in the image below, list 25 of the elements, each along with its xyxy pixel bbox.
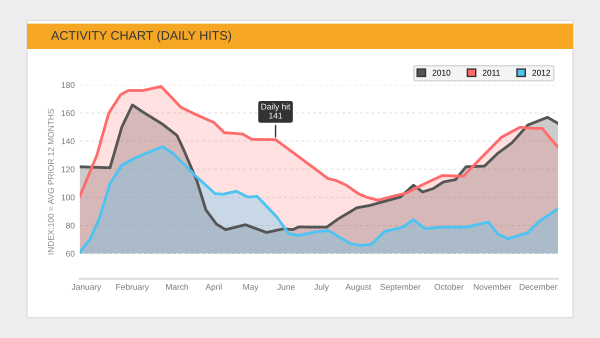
- x-tick-label: September: [380, 284, 421, 292]
- chart-title: ACTIVITY CHART (DAILY HITS): [51, 30, 232, 42]
- y-tick-label: 120: [62, 166, 75, 172]
- x-tick-label: February: [116, 284, 150, 292]
- x-tick-label: January: [72, 284, 102, 292]
- x-tick-label: November: [474, 284, 512, 290]
- x-tick-label: December: [520, 284, 558, 290]
- x-tick-label: October: [434, 284, 464, 290]
- legend-label: 2012: [532, 70, 550, 76]
- x-tick-label: April: [205, 284, 222, 292]
- y-tick-label: 60: [66, 250, 75, 257]
- y-tick-label: 160: [62, 110, 75, 116]
- legend-label: 2010: [432, 70, 450, 76]
- x-tick-label: March: [166, 284, 188, 290]
- x-tick-label: July: [314, 284, 329, 292]
- y-tick-label: 100: [62, 194, 75, 200]
- x-tick-label: June: [277, 284, 295, 290]
- x-tick-label: May: [243, 284, 258, 292]
- y-tick-label: 180: [62, 82, 75, 88]
- y-tick-label: 140: [62, 138, 75, 144]
- legend-label: 2011: [482, 70, 500, 76]
- y-axis-title: INDEX:100 = AVG PRIOR 12 MONTHS: [48, 109, 54, 254]
- x-tick-label: August: [345, 284, 372, 292]
- y-tick-label: 80: [66, 222, 75, 229]
- annotation: Daily hit 141: [261, 103, 290, 118]
